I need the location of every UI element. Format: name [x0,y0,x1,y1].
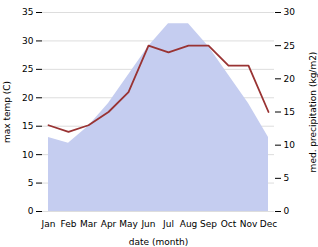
svg-text:25: 25 [22,64,33,74]
svg-text:10: 10 [284,140,296,150]
svg-text:Aug: Aug [180,219,198,229]
svg-text:Oct: Oct [221,219,237,229]
svg-text:date (month): date (month) [129,237,188,247]
svg-text:20: 20 [22,93,34,103]
svg-text:30: 30 [22,36,34,46]
svg-text:15: 15 [284,107,295,117]
svg-text:May: May [119,219,138,229]
svg-text:25: 25 [284,41,295,51]
svg-text:5: 5 [28,178,34,188]
svg-text:Sep: Sep [200,219,217,229]
svg-text:med. precipitation (kg/m2): med. precipitation (kg/m2) [308,52,318,173]
svg-text:Feb: Feb [61,219,77,229]
svg-text:10: 10 [22,150,34,160]
svg-text:Mar: Mar [80,219,97,229]
svg-text:Jul: Jul [162,219,174,229]
svg-text:Jan: Jan [41,219,56,229]
svg-text:0: 0 [284,206,290,216]
svg-text:15: 15 [22,121,33,131]
svg-text:20: 20 [284,74,296,84]
svg-text:Nov: Nov [240,219,258,229]
svg-text:30: 30 [284,7,296,17]
svg-text:Apr: Apr [101,219,117,229]
svg-text:Dec: Dec [260,219,277,229]
svg-text:0: 0 [28,206,34,216]
svg-text:Jun: Jun [140,219,155,229]
svg-text:max temp (C): max temp (C) [2,81,12,143]
svg-text:5: 5 [284,173,290,183]
svg-text:35: 35 [22,7,33,17]
